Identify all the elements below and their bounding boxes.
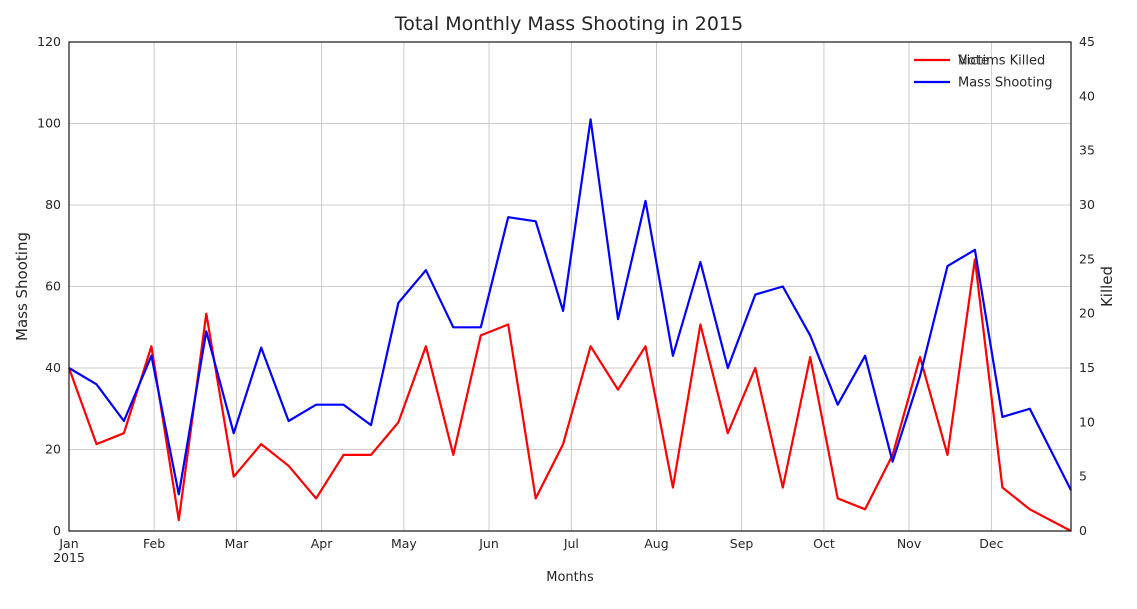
x-tick-label: Jul — [563, 536, 579, 551]
x-tick-label: Oct — [813, 536, 835, 551]
x-tick-label: Jan — [58, 536, 78, 551]
x-tick-label: Sep — [730, 536, 754, 551]
left-tick-label: 80 — [45, 197, 61, 212]
x-tick-label: Aug — [644, 536, 668, 551]
right-tick-label: 5 — [1079, 469, 1087, 484]
x-tick-label: Nov — [897, 536, 922, 551]
left-tick-label: 60 — [45, 279, 61, 294]
left-tick-label: 120 — [37, 34, 61, 49]
x-tick-label: Dec — [979, 536, 1003, 551]
y-axis-label-left: Mass Shooting — [13, 232, 31, 341]
x-axis-label: Months — [546, 570, 594, 585]
series-line-mass-shooting — [68, 118, 1072, 496]
legend-label-mass-shooting: Mass Shooting — [958, 76, 1052, 91]
x-tick-label: Jun — [478, 536, 499, 551]
left-tick-label: 0 — [53, 523, 61, 538]
x-tick-sublabel: 2015 — [53, 550, 85, 565]
x-tick-label: Apr — [311, 536, 333, 551]
left-tick-label: 20 — [45, 442, 61, 457]
left-axis-ticks: 0 20 40 60 80 100 120 — [37, 34, 61, 538]
series-line-victims-killed — [67, 258, 1072, 532]
right-tick-label: 35 — [1079, 143, 1095, 158]
right-tick-label: 20 — [1079, 306, 1095, 321]
right-tick-label: 45 — [1079, 34, 1095, 49]
left-tick-label: 100 — [37, 116, 61, 131]
y-axis-label-right: Killed — [1098, 266, 1116, 307]
right-tick-label: 15 — [1079, 360, 1095, 375]
right-tick-label: 10 — [1079, 414, 1095, 429]
legend-label: Note — [958, 54, 989, 69]
right-axis-ticks: 0 5 10 15 20 25 30 35 40 45 — [1079, 34, 1095, 538]
x-tick-label: May — [391, 536, 417, 551]
plot-frame — [68, 41, 1072, 532]
x-tick-label: Feb — [143, 536, 165, 551]
x-tick-label: Mar — [225, 536, 249, 551]
right-tick-label: 0 — [1079, 523, 1087, 538]
grid — [68, 41, 1071, 532]
series-layer — [67, 118, 1072, 532]
right-tick-label: 25 — [1079, 251, 1095, 266]
legend-label: Victims Killed — [958, 54, 1045, 69]
right-tick-label: 40 — [1079, 88, 1095, 103]
right-tick-label: 30 — [1079, 197, 1095, 212]
left-tick-label: 40 — [45, 360, 61, 375]
chart-title: Total Monthly Mass Shooting in 2015 — [394, 13, 743, 35]
